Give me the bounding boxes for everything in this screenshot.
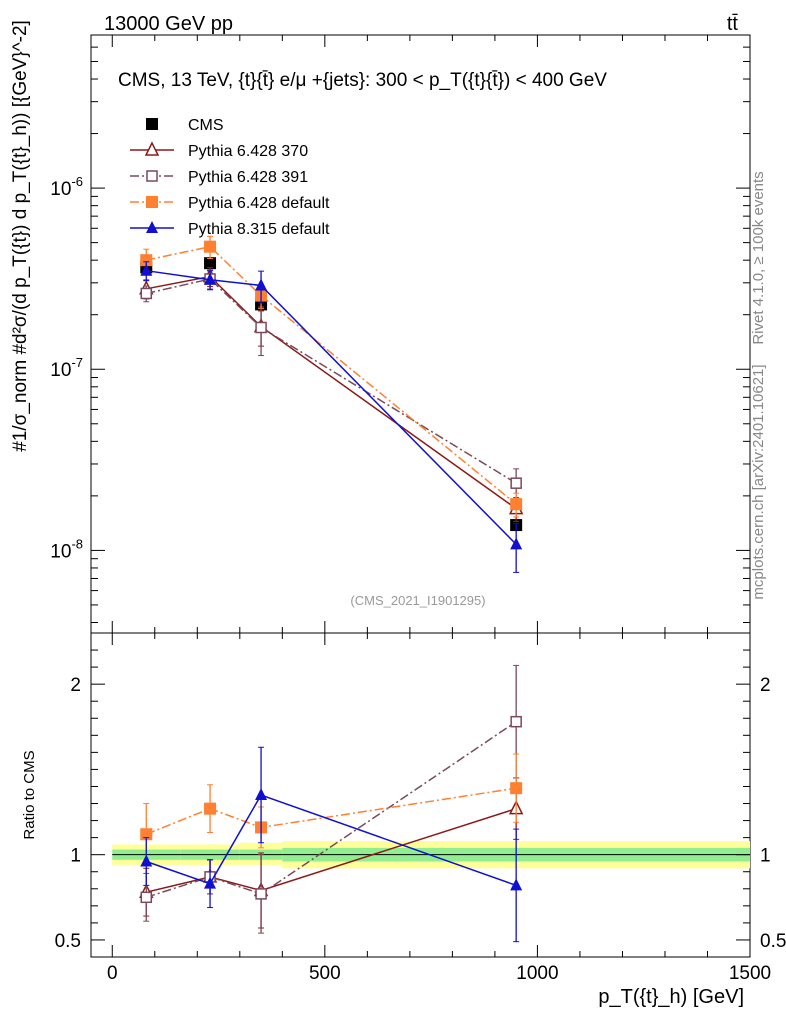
series-point: [140, 254, 153, 267]
process-label: tt̄: [727, 13, 739, 35]
ratio-point: [255, 788, 268, 800]
energy-label: 13000 GeV pp: [104, 13, 233, 35]
series-point: [140, 263, 153, 276]
series-point: [140, 287, 153, 300]
legend-marker: [144, 141, 160, 156]
legend-marker-cms: [146, 118, 158, 130]
ratio-series-line: [145, 787, 517, 835]
series-line: [146, 278, 517, 484]
legend-label: Pythia 8.315 default: [188, 221, 330, 238]
ratio-series-line: [146, 721, 517, 899]
analysis-id: (CMS_2021_I1901295): [350, 593, 485, 608]
plot-title: CMS, 13 TeV, {t}{t̄} e/μ +{jets}: 300 < …: [118, 70, 607, 91]
ratio-tick-label: 0.5: [760, 931, 786, 952]
ratio-point: [255, 888, 267, 900]
ratio-frame-rect: [90, 632, 751, 958]
series-point: [204, 240, 217, 253]
legend-label: Pythia 6.428 370: [188, 143, 308, 160]
ratio-point: [510, 878, 523, 891]
legend-label-cms: CMS: [188, 117, 224, 134]
series-point: [204, 272, 217, 285]
mcplots-label: mcplots.cern.ch [arXiv:2401.10621]: [750, 364, 767, 599]
series-point: [510, 477, 522, 489]
main-plot-frame: [90, 34, 751, 958]
legend-label: Pythia 6.428 default: [188, 195, 330, 212]
series-line: [146, 275, 517, 510]
ratio-tick-label: 1: [760, 846, 771, 867]
ratio-point: [510, 782, 523, 795]
ratio-tick-label: 2: [760, 675, 771, 696]
ratio-series-line: [146, 794, 517, 887]
ratio-point: [140, 854, 153, 867]
legend-marker: [146, 196, 158, 208]
series-line: [146, 245, 517, 505]
y-tick-label: 10-8: [50, 536, 83, 562]
legend-label: Pythia 6.428 391: [188, 169, 308, 186]
series-line: [146, 269, 517, 545]
ratio-point: [510, 715, 522, 728]
series-point: [255, 278, 268, 291]
x-tick-label: 0: [107, 963, 118, 984]
x-tick-label: 1500: [729, 963, 771, 984]
series-point: [255, 321, 267, 334]
legend-marker: [146, 170, 158, 182]
ratio-point: [204, 876, 217, 889]
ratio-series-line: [146, 807, 517, 893]
x-tick-label: 1000: [516, 963, 558, 984]
axis-ticks: 0 500 1000 1500 10-8 10-7 10-6 0.5 0.5 1 1 2 2: [50, 34, 786, 984]
series-point: [510, 498, 523, 511]
ratio-tick-label: 0.5: [55, 931, 81, 952]
ratio-point: [140, 891, 153, 904]
main-plot-series: [139, 235, 524, 573]
x-tick-label: 500: [309, 963, 341, 984]
x-axis-label: p_T({t}_h) [GeV]: [598, 986, 744, 1008]
ratio-tick-label: 1: [70, 846, 81, 867]
ratio-axis-label: Ratio to CMS: [21, 750, 38, 839]
series-point: [510, 537, 523, 550]
y-tick-label: 10-7: [50, 355, 83, 381]
y-axis-label: #1/σ_norm #d²σ/(d p_T({t}) d p_T({t}_h))…: [10, 20, 31, 452]
ratio-plot-series: [139, 664, 524, 943]
legend: CMS Pythia 6.428 370 Pythia 6.428 391 Pythi…: [130, 117, 330, 238]
legend-marker: [146, 221, 158, 233]
ratio-tick-label: 2: [70, 675, 81, 696]
ratio-point: [204, 802, 217, 815]
y-tick-label: 10-6: [50, 174, 83, 200]
rivet-version-label: Rivet 4.1.0, ≥ 100k events: [750, 171, 767, 344]
cms-data-point: [204, 257, 217, 270]
